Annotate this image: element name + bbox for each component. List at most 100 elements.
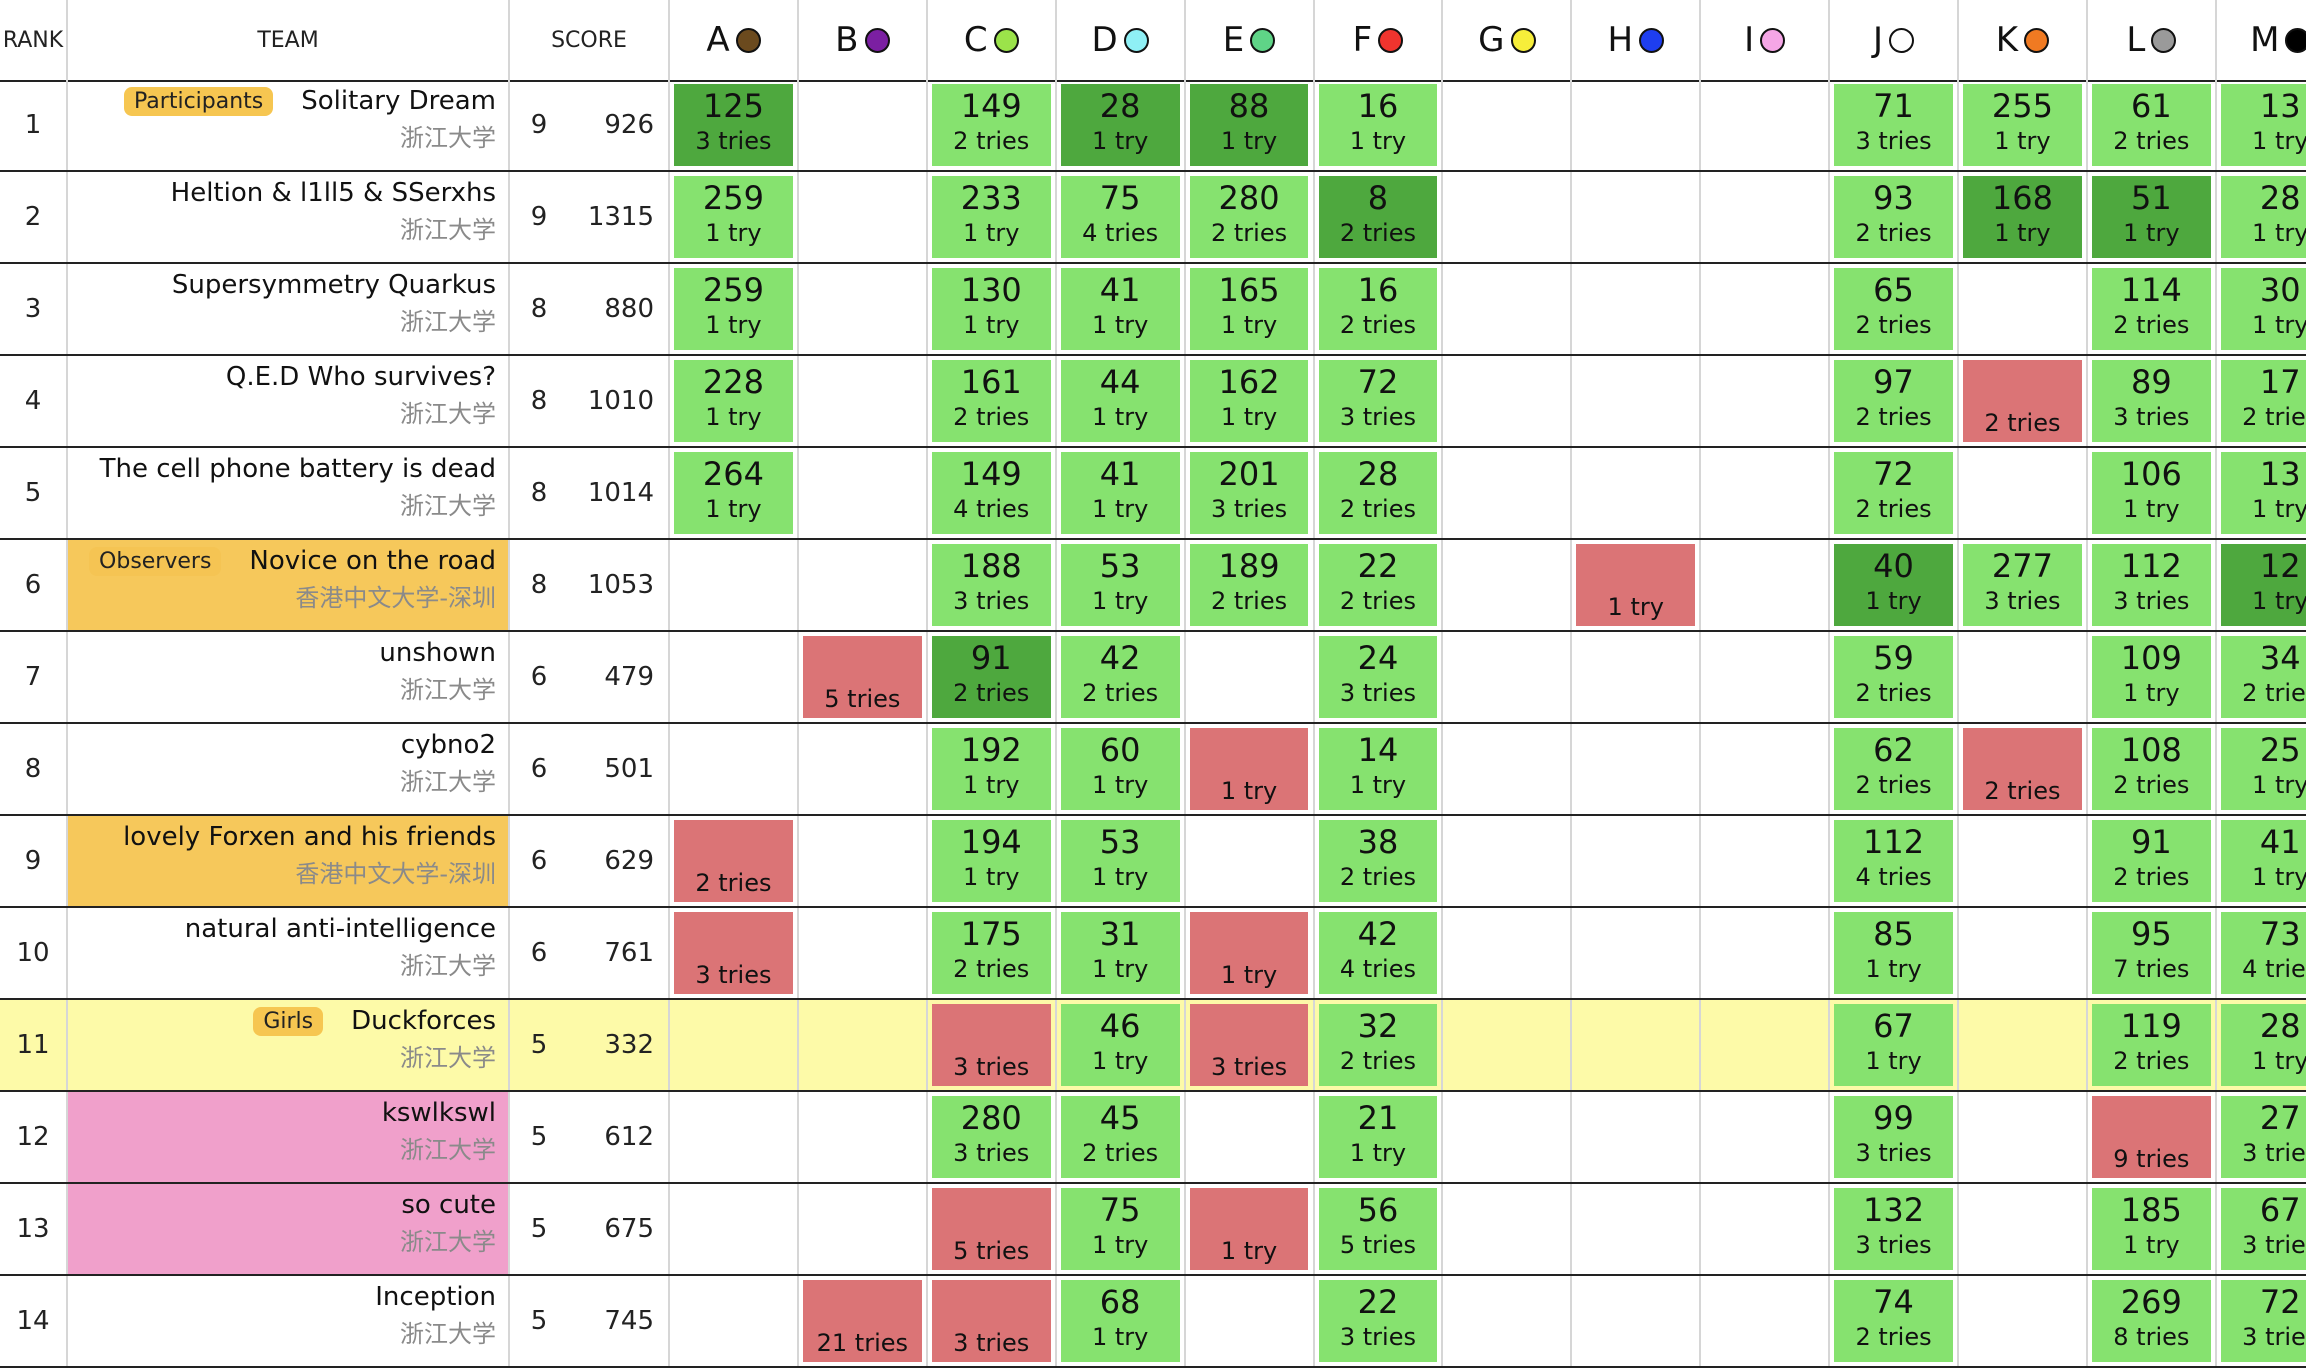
problem-cell-i[interactable] [1699,356,1828,446]
problem-cell-g[interactable] [1441,1000,1570,1090]
problem-cell-i[interactable] [1699,632,1828,722]
problem-header-f[interactable]: F [1312,0,1442,80]
problem-cell-f[interactable]: 22 3 tries [1312,1276,1442,1366]
problem-cell-k[interactable]: 168 1 try [1957,172,2086,262]
team-header[interactable]: TEAM [66,0,508,80]
problem-cell-m[interactable]: 13 1 try [2214,448,2306,538]
problem-cell-c[interactable]: 5 tries [925,1184,1055,1274]
problem-cell-a[interactable]: 264 1 try [668,448,797,538]
problem-cell-h[interactable] [1570,632,1699,722]
problem-cell-i[interactable] [1699,448,1828,538]
problem-cell-a[interactable]: 259 1 try [668,172,797,262]
problem-cell-j[interactable]: 99 3 tries [1828,1092,1957,1182]
problem-cell-f[interactable]: 22 2 tries [1312,540,1442,630]
problem-cell-j[interactable]: 112 4 tries [1828,816,1957,906]
problem-cell-g[interactable] [1441,540,1570,630]
problem-cell-l[interactable]: 91 2 tries [2085,816,2215,906]
problem-cell-j[interactable]: 72 2 tries [1828,448,1957,538]
team-cell[interactable]: The cell phone battery is dead 浙江大学 [66,448,508,538]
team-cell[interactable]: so cute 浙江大学 [66,1184,508,1274]
problem-cell-b[interactable] [796,1184,926,1274]
problem-cell-k[interactable] [1957,1276,2086,1366]
problem-cell-a[interactable]: 3 tries [668,908,797,998]
team-row[interactable]: 12 kswlkswl 浙江大学 5 612 280 3 tries 45 2 tries 21 1… [0,1092,2306,1184]
problem-cell-h[interactable]: 1 try [1570,540,1699,630]
problem-cell-j[interactable]: 62 2 tries [1828,724,1957,814]
problem-cell-d[interactable]: 60 1 try [1054,724,1184,814]
problem-cell-d[interactable]: 28 1 try [1054,80,1184,170]
problem-cell-h[interactable] [1570,724,1699,814]
problem-cell-f[interactable]: 24 3 tries [1312,632,1442,722]
problem-cell-f[interactable]: 28 2 tries [1312,448,1442,538]
score-header[interactable]: SCORE [508,0,668,80]
problem-cell-k[interactable] [1957,1184,2086,1274]
problem-header-g[interactable]: G [1441,0,1570,80]
problem-cell-k[interactable] [1957,448,2086,538]
problem-cell-e[interactable] [1183,1092,1313,1182]
problem-cell-g[interactable] [1441,264,1570,354]
problem-cell-a[interactable] [668,724,797,814]
problem-cell-k[interactable]: 255 1 try [1957,80,2086,170]
problem-header-e[interactable]: E [1183,0,1313,80]
problem-cell-h[interactable] [1570,172,1699,262]
problem-cell-a[interactable] [668,1000,797,1090]
problem-header-l[interactable]: L [2085,0,2215,80]
problem-cell-b[interactable] [796,816,926,906]
problem-cell-f[interactable]: 16 2 tries [1312,264,1442,354]
problem-cell-f[interactable]: 21 1 try [1312,1092,1442,1182]
problem-cell-a[interactable]: 228 1 try [668,356,797,446]
problem-cell-l[interactable]: 114 2 tries [2085,264,2215,354]
team-row[interactable]: 9 lovely Forxen and his friends 香港中文大学-深圳 6… [0,816,2306,908]
problem-cell-d[interactable]: 68 1 try [1054,1276,1184,1366]
problem-cell-m[interactable]: 172 tries [2214,356,2306,446]
team-row[interactable]: 4 Q.E.D Who survives? 浙江大学 8 1010 228 1 try 161… [0,356,2306,448]
problem-cell-g[interactable] [1441,1184,1570,1274]
problem-cell-j[interactable]: 67 1 try [1828,1000,1957,1090]
team-row[interactable]: 2 Heltion & l1ll5 & SSerxhs 浙江大学 9 1315 259 1 … [0,172,2306,264]
team-row[interactable]: 13 so cute 浙江大学 5 675 5 tries 75 1 try 1 try 56 5 … [0,1184,2306,1276]
problem-cell-b[interactable] [796,724,926,814]
problem-cell-m[interactable]: 723 tries [2214,1276,2306,1366]
problem-cell-i[interactable] [1699,172,1828,262]
problem-cell-i[interactable] [1699,1000,1828,1090]
team-cell[interactable]: Girls Duckforces 浙江大学 [66,1000,508,1090]
problem-cell-f[interactable]: 32 2 tries [1312,1000,1442,1090]
problem-cell-e[interactable]: 88 1 try [1183,80,1313,170]
problem-cell-i[interactable] [1699,1092,1828,1182]
problem-cell-a[interactable] [668,1092,797,1182]
problem-cell-m[interactable]: 342 tries [2214,632,2306,722]
problem-cell-j[interactable]: 85 1 try [1828,908,1957,998]
problem-cell-g[interactable] [1441,356,1570,446]
problem-cell-g[interactable] [1441,632,1570,722]
problem-cell-d[interactable]: 46 1 try [1054,1000,1184,1090]
problem-cell-m[interactable]: 734 tries [2214,908,2306,998]
problem-cell-f[interactable]: 56 5 tries [1312,1184,1442,1274]
problem-cell-h[interactable] [1570,448,1699,538]
problem-cell-e[interactable]: 189 2 tries [1183,540,1313,630]
problem-cell-d[interactable]: 41 1 try [1054,448,1184,538]
problem-cell-k[interactable]: 277 3 tries [1957,540,2086,630]
problem-cell-l[interactable]: 61 2 tries [2085,80,2215,170]
problem-cell-c[interactable]: 161 2 tries [925,356,1055,446]
problem-cell-e[interactable]: 1 try [1183,908,1313,998]
problem-cell-d[interactable]: 31 1 try [1054,908,1184,998]
problem-cell-c[interactable]: 192 1 try [925,724,1055,814]
team-row[interactable]: 3 Supersymmetry Quarkus 浙江大学 8 880 259 1 try 13… [0,264,2306,356]
problem-cell-j[interactable]: 74 2 tries [1828,1276,1957,1366]
team-row[interactable]: 7 unshown 浙江大学 6 479 5 tries 91 2 tries 42 2 trie… [0,632,2306,724]
problem-cell-i[interactable] [1699,264,1828,354]
problem-cell-b[interactable] [796,908,926,998]
team-cell[interactable]: kswlkswl 浙江大学 [66,1092,508,1182]
team-cell[interactable]: lovely Forxen and his friends 香港中文大学-深圳 [66,816,508,906]
problem-cell-a[interactable] [668,632,797,722]
problem-cell-d[interactable]: 53 1 try [1054,540,1184,630]
problem-cell-i[interactable] [1699,816,1828,906]
problem-header-d[interactable]: D [1054,0,1184,80]
problem-cell-m[interactable]: 28 1 try [2214,172,2306,262]
problem-cell-l[interactable]: 119 2 tries [2085,1000,2215,1090]
problem-cell-i[interactable] [1699,908,1828,998]
problem-header-k[interactable]: K [1957,0,2086,80]
team-cell[interactable]: Supersymmetry Quarkus 浙江大学 [66,264,508,354]
problem-cell-e[interactable]: 165 1 try [1183,264,1313,354]
problem-header-m[interactable]: M [2214,0,2306,80]
